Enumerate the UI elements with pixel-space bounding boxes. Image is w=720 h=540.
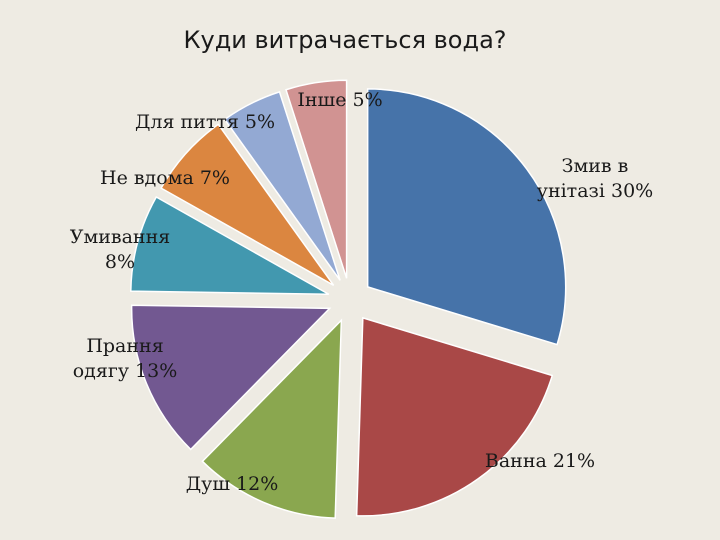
slice-label-line: одягу 13% [73,360,178,382]
slice-label-line: Інше 5% [297,89,382,111]
slice-label-8: Інше 5% [297,89,382,111]
slice-label-2: Ванна 21% [485,450,595,472]
slice-label-6: Не вдома 7% [100,167,230,189]
slice-label-line: Для пиття 5% [135,111,275,133]
slice-label-3: Душ 12% [186,473,279,495]
slice-label-line: Умивання [70,226,171,248]
pie-slice-8 [285,79,348,279]
pie-slice-3 [201,318,343,519]
slice-label-5: Умивання 8% [70,226,171,273]
slice-label-1: Змив в унітазі 30% [537,155,653,202]
chart-title: Куди витрачається вода? [183,26,507,54]
pie-slice-7 [223,90,341,281]
slice-label-line: Душ 12% [186,473,279,495]
slice-label-line: 8% [105,251,135,273]
slice-label-line: Ванна 21% [485,450,595,472]
slice-label-7: Для пиття 5% [135,111,275,133]
pie-slice-1 [366,88,567,346]
pie-slice-5 [130,196,330,296]
slice-label-line: Не вдома 7% [100,167,230,189]
slice-label-4: Прання одягу 13% [73,335,178,382]
slice-label-line: унітазі 30% [537,180,653,202]
pie-slice-6 [160,123,335,286]
pie-slice-2 [355,316,554,517]
pie-slice-4 [130,304,332,451]
slice-label-line: Змив в [562,155,629,177]
slice-label-line: Прання [86,335,163,357]
